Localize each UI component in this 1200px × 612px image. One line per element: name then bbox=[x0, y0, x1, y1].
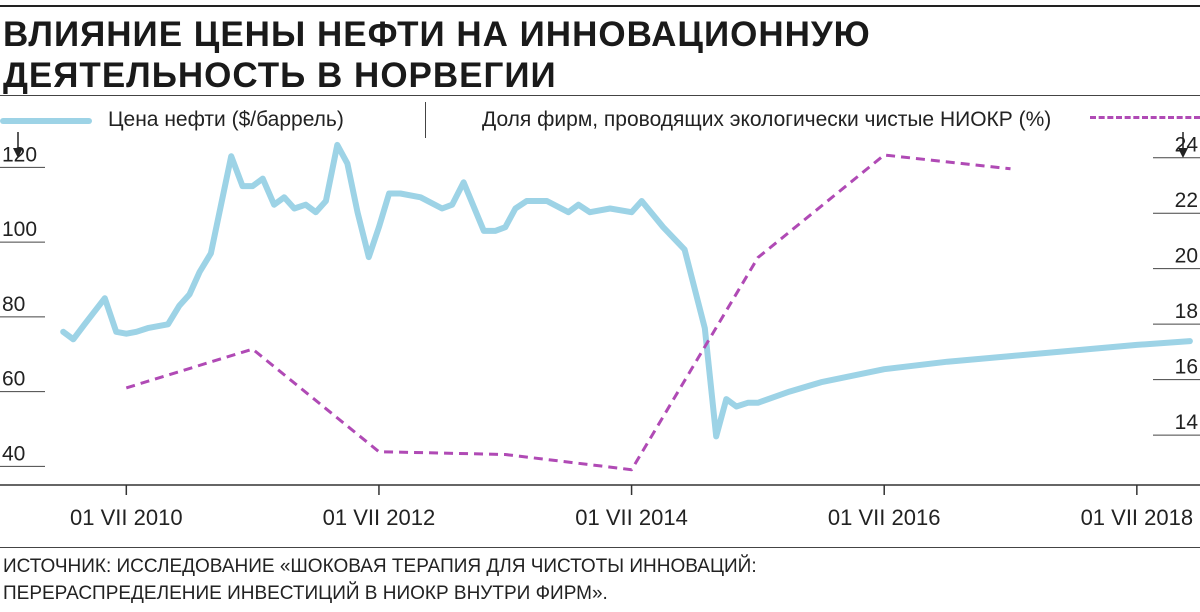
source-note: ИСТОЧНИК: ИССЛЕДОВАНИЕ «ШОКОВАЯ ТЕРАПИЯ … bbox=[3, 553, 757, 607]
right-tick-label: 16 bbox=[1175, 356, 1198, 379]
right-axis-arrow-head bbox=[1178, 148, 1188, 158]
chart-plot: 40 60 80 100 120 14 16 18 20 22 24 01 VII 2010 01 VI… bbox=[0, 132, 1200, 530]
right-tick-label: 20 bbox=[1175, 245, 1198, 268]
x-tick-label: 01 VII 2014 bbox=[575, 505, 688, 530]
left-tick-label: 40 bbox=[2, 442, 25, 465]
x-tick-label: 01 VII 2012 bbox=[323, 505, 436, 530]
legend-separator bbox=[425, 102, 426, 138]
right-tick-label: 24 bbox=[1175, 134, 1199, 157]
chart-title-line1: ВЛИЯНИЕ ЦЕНЫ НЕФТИ НА ИННОВАЦИОННУЮ bbox=[3, 15, 871, 54]
right-tick-label: 18 bbox=[1175, 300, 1198, 323]
left-tick-label: 60 bbox=[2, 368, 25, 391]
legend-rule bbox=[0, 95, 1200, 96]
x-tick-label: 01 VII 2018 bbox=[1081, 505, 1194, 530]
right-tick-label: 22 bbox=[1175, 189, 1198, 212]
share-series-line bbox=[125, 153, 1011, 472]
source-line1: ИСТОЧНИК: ИССЛЕДОВАНИЕ «ШОКОВАЯ ТЕРАПИЯ … bbox=[3, 556, 757, 577]
top-rule bbox=[0, 5, 1200, 7]
legend-oil-label: Цена нефти ($/баррель) bbox=[108, 108, 344, 131]
source-rule bbox=[0, 547, 1200, 548]
oil-price-series-line bbox=[60, 141, 1193, 440]
left-tick-label: 120 bbox=[2, 143, 37, 166]
x-tick-label: 01 VII 2016 bbox=[828, 505, 941, 530]
left-tick-label: 100 bbox=[2, 218, 37, 241]
left-axis-arrow-head bbox=[13, 148, 23, 158]
legend-share-label: Доля фирм, проводящих экологически чисты… bbox=[482, 108, 1052, 131]
legend-oil-swatch bbox=[0, 118, 92, 124]
legend-share-swatch bbox=[1090, 116, 1200, 119]
x-tick-label: 01 VII 2010 bbox=[70, 505, 183, 530]
source-line2: ПЕРЕРАСПРЕДЕЛЕНИЕ ИНВЕСТИЦИЙ В НИОКР ВНУ… bbox=[3, 583, 608, 604]
right-tick-label: 14 bbox=[1175, 411, 1199, 434]
left-tick-label: 80 bbox=[2, 293, 25, 316]
chart-title: ВЛИЯНИЕ ЦЕНЫ НЕФТИ НА ИННОВАЦИОННУЮ ДЕЯТ… bbox=[3, 14, 871, 96]
chart-title-line2: ДЕЯТЕЛЬНОСТЬ В НОРВЕГИИ bbox=[3, 56, 557, 95]
